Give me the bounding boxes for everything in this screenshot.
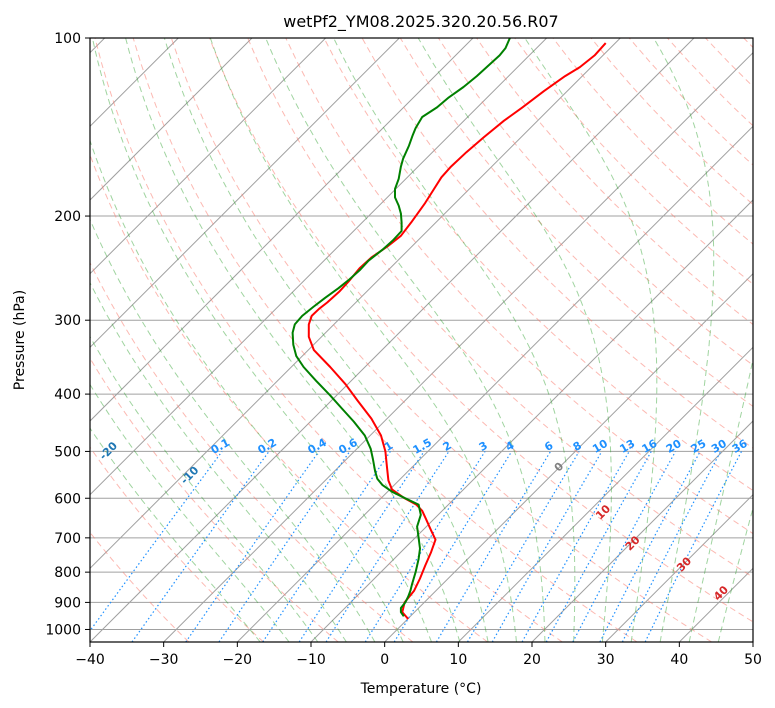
y-axis-label: Pressure (hPa): [12, 290, 28, 390]
dry-adiabat: [132, 38, 638, 642]
y-tick-label: 100: [54, 31, 81, 47]
moist-adiabat: [209, 38, 517, 642]
y-tick-label: 900: [54, 595, 81, 611]
mixing-ratio-line: [545, 451, 652, 642]
isotherm-grid: [90, 38, 753, 642]
isotherm--50: [90, 38, 621, 570]
dry-adiabat: [94, 38, 563, 642]
mixing-ratio-line: [298, 451, 425, 642]
x-tick-label: 40: [670, 652, 688, 668]
moist-adiabat: [653, 38, 715, 642]
mixing-ratio-line: [185, 451, 320, 642]
chart-title: wetPf2_YM08.2025.320.20.56.R07: [283, 12, 558, 32]
isotherm--60: [90, 38, 548, 496]
x-tick-label: −30: [149, 652, 179, 668]
x-tick-label: −40: [75, 652, 105, 668]
mixing-ratio-line: [90, 451, 223, 632]
y-tick-label: 1000: [45, 622, 81, 638]
x-tick-label: −20: [223, 652, 253, 668]
y-tick-label: 200: [54, 209, 81, 225]
dry-adiabat: [323, 38, 753, 492]
isotherm-0: [384, 272, 753, 642]
isotherm--70: [90, 38, 474, 422]
x-tick-label: 50: [744, 652, 762, 668]
isotherm--90: [90, 38, 327, 275]
dry-adiabat: [170, 38, 712, 642]
y-tick-label: 700: [54, 531, 81, 547]
y-tick-label: 800: [54, 565, 81, 581]
moist-adiabat: [125, 38, 461, 642]
x-tick-label: 0: [380, 652, 389, 668]
dry-adiabat: [209, 38, 753, 623]
y-tick-label: 500: [54, 444, 81, 460]
mixing-ratio-line: [218, 451, 351, 642]
dry-adiabat: [247, 38, 753, 578]
x-tick-label: 10: [449, 652, 467, 668]
mixing-ratio-line: [131, 451, 270, 642]
dry-adiabats: [90, 38, 753, 642]
mixing-ratio-line: [621, 451, 722, 642]
isotherm-10: [457, 346, 753, 642]
moist-adiabat: [333, 38, 576, 642]
isotherm--40: [90, 38, 695, 642]
x-tick-label: 20: [523, 652, 541, 668]
y-axis-ticks: 100 200 300 400 500 600 700 800 900 1000: [45, 31, 90, 638]
y-tick-label: 600: [54, 491, 81, 507]
x-axis-ticks: −40 −30 −20 −10 0 10 20 30 40 50: [75, 642, 762, 668]
isotherm-30: [605, 493, 753, 642]
isotherm--80: [90, 38, 400, 349]
dry-adiabat: [285, 38, 753, 535]
plot-frame: [89, 37, 754, 643]
y-tick-label: 400: [54, 387, 81, 403]
y-tick-label: 300: [54, 313, 81, 329]
moist-adiabat: [163, 38, 489, 642]
isobar-grid: [90, 38, 753, 630]
mixing-ratio-line: [521, 451, 630, 642]
moist-adiabat: [688, 356, 753, 642]
mixing-ratio-line: [262, 451, 391, 642]
moist-adiabat: [417, 38, 612, 642]
moist-adiabat: [90, 281, 347, 642]
moist-adiabat: [265, 38, 546, 642]
x-axis-label: Temperature (°C): [360, 681, 482, 697]
dry-adiabat: [514, 38, 753, 285]
isotherm--20: [236, 125, 753, 642]
x-tick-label: 30: [597, 652, 615, 668]
moist-adiabat: [90, 139, 404, 642]
dry-adiabat: [90, 446, 264, 642]
dry-adiabat: [90, 357, 339, 642]
mixing-ratio-line: [325, 451, 450, 642]
dry-adiabat: [476, 38, 753, 326]
dry-adiabat: [90, 261, 414, 642]
mixing-ratio-line: [644, 451, 743, 642]
moist-adiabat: [90, 335, 319, 642]
sounding-profiles: [291, 38, 607, 620]
dewpoint-profile: [291, 38, 511, 617]
x-tick-label: −10: [296, 652, 326, 668]
isotherm-20: [531, 420, 753, 642]
moist-adiabat: [524, 38, 658, 642]
temperature-profile: [307, 42, 607, 620]
mixing-ratio-line: [393, 451, 513, 642]
isotherm--100: [90, 38, 253, 201]
moist-adiabat: [90, 427, 261, 642]
isotherm--30: [163, 51, 753, 642]
mixing-ratio-line: [572, 451, 677, 642]
moist-adiabat: [90, 383, 290, 642]
